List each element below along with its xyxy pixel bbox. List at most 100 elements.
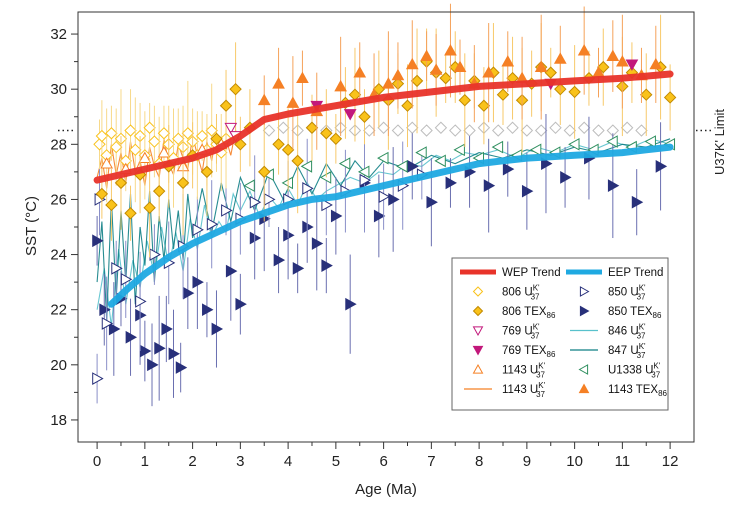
legend-item-846-uk37: 846 UK' 37 <box>570 323 646 341</box>
data-point <box>616 55 629 67</box>
legend-label-base: 769 TEX <box>502 345 547 357</box>
legend-item-wep-trend: WEP Trend <box>460 267 561 279</box>
plot-layer <box>92 3 677 407</box>
legend-label: 769 TEX86 <box>502 345 556 359</box>
legend-label-sup: K' <box>538 362 545 371</box>
data-point <box>625 59 639 71</box>
data-point <box>434 154 446 168</box>
data-point <box>143 121 156 134</box>
data-point <box>200 165 214 179</box>
legend-label-base: WEP Trend <box>502 267 561 279</box>
data-point <box>224 122 238 135</box>
data-point <box>391 124 405 137</box>
y-tick-label: 22 <box>50 302 67 319</box>
legend-label-sub: 86 <box>658 389 667 398</box>
data-point <box>553 52 567 64</box>
data-point <box>382 77 395 89</box>
legend-label-base: 769 U <box>502 326 533 338</box>
data-point <box>211 322 224 336</box>
legend-label-base: 850 TEX <box>608 306 653 318</box>
data-point <box>458 93 471 107</box>
legend-item-1143-tex86: 1143 TEX86 <box>578 383 668 398</box>
data-point <box>108 322 121 336</box>
data-point <box>529 143 542 157</box>
legend-swatch <box>579 286 590 297</box>
data-point <box>105 127 118 140</box>
data-point <box>420 124 433 137</box>
data-point <box>330 209 343 223</box>
data-point <box>92 372 104 385</box>
data-point <box>377 151 389 165</box>
x-tick-label: 11 <box>615 453 631 470</box>
data-point <box>407 160 419 173</box>
x-tick-label: 1 <box>141 453 149 470</box>
data-point <box>491 140 504 154</box>
legend-label: 769 UK' 37 <box>502 323 540 341</box>
y-tick-label: 32 <box>50 26 67 43</box>
data-point <box>296 71 309 84</box>
data-point <box>492 124 505 137</box>
data-point <box>445 176 457 190</box>
data-point <box>286 96 300 108</box>
data-point <box>439 71 452 85</box>
data-point <box>229 82 242 96</box>
legend-label-sup: K' <box>639 284 646 293</box>
legend-label-sub: 86 <box>547 350 556 359</box>
legend-label-base: 847 U <box>608 345 639 357</box>
data-point <box>544 66 557 79</box>
data-point <box>221 204 233 217</box>
legend-label-sup: K' <box>653 362 660 371</box>
legend-label-sup: K' <box>538 381 545 390</box>
legend-swatch <box>472 326 484 337</box>
data-point <box>560 171 572 184</box>
data-point <box>120 273 133 286</box>
legend-item-806-tex86: 806 TEX86 <box>472 305 556 320</box>
data-point <box>606 49 620 62</box>
y-tick-label: 28 <box>50 136 67 153</box>
legend-item-769-uk37: 769 UK' 37 <box>472 323 540 341</box>
uk-limit-label: U37K' Limit <box>712 109 727 175</box>
data-point <box>210 132 223 146</box>
legend-label-base: 1143 TEX <box>608 384 658 396</box>
data-point <box>502 162 515 176</box>
data-point <box>607 179 620 193</box>
data-point <box>129 143 142 157</box>
legend-label: U1338 UK' 37 <box>608 362 661 380</box>
data-point <box>147 358 159 372</box>
legend-label: 850 UK' 37 <box>608 284 646 302</box>
x-tick-label: 7 <box>427 453 435 470</box>
data-point <box>568 85 581 99</box>
data-point <box>272 138 285 151</box>
legend-swatch <box>472 345 484 356</box>
data-point <box>124 124 137 137</box>
data-point <box>262 124 276 137</box>
data-point <box>357 165 370 179</box>
data-point <box>449 124 462 137</box>
series-u1338-uk-37 <box>243 135 676 193</box>
legend-label-sub: 37 <box>637 332 646 341</box>
x-tick-label: 0 <box>93 453 101 470</box>
data-point <box>426 195 438 209</box>
data-point <box>563 124 577 137</box>
y-tick-label: 24 <box>50 247 67 264</box>
data-point <box>258 165 271 179</box>
legend-label-base: 806 U <box>502 287 533 299</box>
data-point <box>249 231 262 245</box>
data-point <box>172 132 185 146</box>
data-point <box>359 173 372 187</box>
data-point <box>175 361 188 374</box>
data-point <box>373 209 386 223</box>
data-point <box>305 121 319 134</box>
data-point <box>406 121 419 134</box>
legend-item-850-tex86: 850 TEX86 <box>579 305 662 320</box>
y-tick-label: 18 <box>50 412 67 429</box>
data-point <box>329 132 343 146</box>
legend-label: EEP Trend <box>608 267 663 279</box>
data-point <box>401 99 414 112</box>
data-point <box>195 129 209 143</box>
data-point <box>320 127 333 140</box>
data-point <box>292 261 305 275</box>
data-point <box>649 57 663 70</box>
